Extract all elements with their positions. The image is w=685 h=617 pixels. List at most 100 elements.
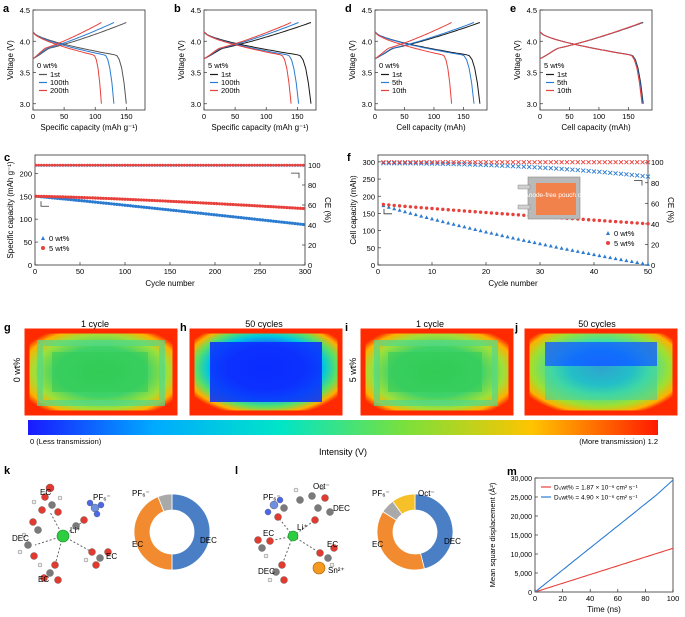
ce-point <box>580 159 586 165</box>
y-tick-label-f: 150 <box>362 209 375 218</box>
capacity-point <box>234 203 238 207</box>
capacity-point <box>386 205 391 209</box>
ce-point <box>272 163 275 167</box>
capacity-point <box>196 201 200 205</box>
donut-k-label-ec: EC <box>132 540 143 549</box>
capacity-point <box>188 200 192 204</box>
ce-point <box>472 159 478 165</box>
capacity-point <box>397 204 402 208</box>
plot-frame-a <box>32 9 146 111</box>
ce-point <box>591 159 597 165</box>
y2-tick-label-f: 100 <box>651 158 664 167</box>
capacity-point <box>150 206 154 210</box>
capacity-point <box>185 210 189 214</box>
x-tick-label-c: 100 <box>119 267 132 276</box>
ce-point <box>586 159 591 165</box>
atom <box>280 504 288 512</box>
y-axis-label-b: Voltage (V) <box>177 40 186 80</box>
charge-curve-b-2 <box>203 22 292 60</box>
ce-point <box>553 159 559 165</box>
capacity-point <box>45 194 49 199</box>
ce-point <box>435 159 440 165</box>
capacity-point <box>298 222 303 226</box>
y-tick-label-b: 3.0 <box>191 100 201 109</box>
capacity-point <box>441 207 445 212</box>
legend-label-e-2: 10th <box>557 86 572 95</box>
atom <box>311 516 319 524</box>
capacity-point <box>255 217 259 222</box>
capacity-point <box>190 210 195 214</box>
ce-point <box>424 159 429 165</box>
capacity-point <box>163 199 168 203</box>
ce-point <box>93 163 97 167</box>
ce-point <box>115 163 119 167</box>
ce-point <box>397 159 402 165</box>
capacity-point <box>123 203 127 207</box>
y-axis-label-e: Voltage (V) <box>513 40 522 80</box>
capacity-point <box>47 194 51 199</box>
capacity-point <box>120 203 124 207</box>
capacity-point <box>494 232 499 236</box>
capacity-point <box>473 227 478 231</box>
capacity-point <box>112 197 116 201</box>
x-tick-label-m: 80 <box>641 594 649 603</box>
ce-point <box>34 163 38 167</box>
ce-point <box>629 159 635 165</box>
ce-point <box>147 163 151 167</box>
x-tick-label-a: 0 <box>31 112 35 121</box>
label-l-pf6: PF₆⁻ <box>263 493 281 502</box>
x-axis-label-f: Cycle number <box>488 279 538 288</box>
capacity-point <box>115 202 119 206</box>
atom <box>17 549 23 555</box>
capacity-point <box>435 218 440 222</box>
ce-point <box>429 161 435 166</box>
ce-point <box>516 159 521 165</box>
capacity-point <box>473 210 477 214</box>
capacity-point <box>74 198 78 202</box>
y-tick-label-m: 0 <box>528 590 532 597</box>
x-tick-label-b: 150 <box>291 112 304 121</box>
ce-point <box>158 163 162 167</box>
ce-point <box>255 163 259 167</box>
capacity-point <box>145 198 149 202</box>
capacity-point <box>414 205 418 209</box>
capacity-point <box>226 214 230 218</box>
ce-point <box>53 163 57 167</box>
ce-point <box>296 163 300 167</box>
ce-point <box>253 163 256 167</box>
x-tick-label-f: 10 <box>428 267 436 276</box>
atom <box>263 553 269 559</box>
ce-point <box>237 163 240 167</box>
ce-point <box>537 165 543 170</box>
x-tick-label-c: 250 <box>254 267 267 276</box>
ce-point <box>451 159 456 165</box>
capacity-point <box>37 194 41 198</box>
donut-l-label-dec: DEC <box>444 537 461 546</box>
x-tick-label-b: 100 <box>260 112 273 121</box>
capacity-point <box>430 206 434 211</box>
atom <box>293 487 299 493</box>
ce-point <box>559 159 564 165</box>
capacity-point <box>39 194 43 198</box>
atom <box>41 493 49 501</box>
capacity-point <box>271 205 276 209</box>
capacity-point <box>484 210 488 215</box>
capacity-point <box>467 226 472 230</box>
capacity-point <box>468 209 472 214</box>
atom <box>96 554 104 562</box>
discharge-curve-b-2 <box>203 31 292 104</box>
ce-point <box>85 163 89 167</box>
ce-point <box>526 164 532 170</box>
capacity-point <box>136 198 141 202</box>
x-tick-label-f: 0 <box>376 267 380 276</box>
x-tick-label-e: 50 <box>565 112 573 121</box>
ce-point <box>516 164 521 169</box>
series-f-1 <box>381 159 651 226</box>
capacity-point <box>107 196 111 201</box>
label-k-dec: DEC <box>12 534 29 543</box>
panel-m: m 0 5,000 10,000 15,000 20,000 25,000 30,000 0 20… <box>488 466 679 614</box>
y-tick-label-e: 4.5 <box>527 6 537 15</box>
capacity-point <box>285 205 289 210</box>
donut-chart-k <box>133 493 211 571</box>
y2-tick-label-f: 20 <box>651 240 659 249</box>
